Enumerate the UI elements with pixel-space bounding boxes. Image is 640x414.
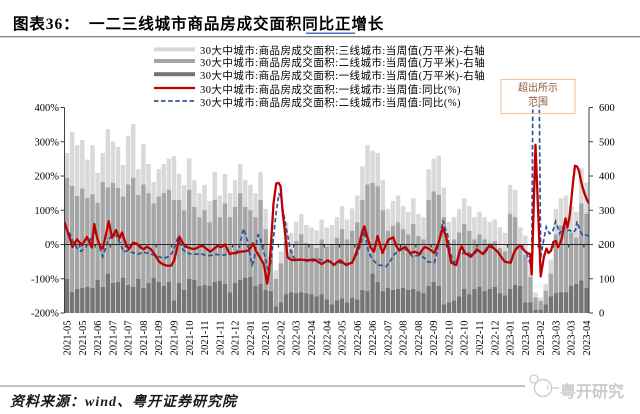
svg-text:2022-04: 2022-04 <box>307 320 318 356</box>
svg-text:2021-07: 2021-07 <box>124 321 135 356</box>
svg-text:2023-03: 2023-03 <box>567 321 578 356</box>
svg-text:2022-01: 2022-01 <box>246 321 257 356</box>
svg-text:100: 100 <box>599 274 615 285</box>
svg-text:2023-01: 2023-01 <box>506 321 517 356</box>
svg-text:400: 400 <box>599 172 615 183</box>
svg-text:2022-10: 2022-10 <box>460 321 471 356</box>
svg-text:2022-06: 2022-06 <box>353 321 364 356</box>
svg-text:2021-11: 2021-11 <box>200 321 211 356</box>
svg-text:2021-09: 2021-09 <box>154 321 165 356</box>
svg-text:600: 600 <box>599 103 615 114</box>
svg-text:2021-09: 2021-09 <box>169 321 180 356</box>
svg-text:200%: 200% <box>35 172 60 183</box>
svg-text:2022-06: 2022-06 <box>368 321 379 356</box>
svg-text:2021-10: 2021-10 <box>185 321 196 356</box>
svg-text:200: 200 <box>599 240 615 251</box>
svg-text:2021-11: 2021-11 <box>215 321 226 356</box>
svg-text:2021-05: 2021-05 <box>63 321 74 356</box>
svg-text:2022-09: 2022-09 <box>429 321 440 356</box>
svg-text:2023-03: 2023-03 <box>551 321 562 356</box>
svg-text:2023-01: 2023-01 <box>521 321 532 356</box>
svg-text:100%: 100% <box>35 206 60 217</box>
svg-text:300%: 300% <box>35 137 60 148</box>
svg-text:2023-04: 2023-04 <box>582 320 593 356</box>
svg-text:0%: 0% <box>45 240 59 251</box>
svg-text:0: 0 <box>599 309 604 320</box>
svg-text:2021-12: 2021-12 <box>231 321 242 356</box>
svg-text:2022-02: 2022-02 <box>276 321 287 356</box>
svg-text:2022-01: 2022-01 <box>261 321 272 356</box>
svg-text:500: 500 <box>599 137 615 148</box>
svg-text:2021-08: 2021-08 <box>139 321 150 356</box>
svg-text:2021-06: 2021-06 <box>93 321 104 356</box>
svg-text:2022-04: 2022-04 <box>322 320 333 356</box>
svg-text:-200%: -200% <box>31 309 59 320</box>
svg-text:2022-05: 2022-05 <box>338 321 349 356</box>
svg-text:2022-12: 2022-12 <box>490 321 501 356</box>
svg-text:2022-08: 2022-08 <box>414 321 425 356</box>
svg-text:2022-07: 2022-07 <box>383 321 394 356</box>
svg-text:2022-10: 2022-10 <box>444 321 455 356</box>
svg-text:2022-08: 2022-08 <box>399 321 410 356</box>
svg-text:400%: 400% <box>35 103 60 114</box>
svg-text:2021-07: 2021-07 <box>108 321 119 356</box>
svg-text:2023-02: 2023-02 <box>536 321 547 356</box>
svg-text:300: 300 <box>599 206 615 217</box>
svg-text:2022-11: 2022-11 <box>475 321 486 356</box>
svg-text:2021-05: 2021-05 <box>78 321 89 356</box>
svg-text:-100%: -100% <box>31 274 59 285</box>
svg-text:2022-03: 2022-03 <box>292 321 303 356</box>
